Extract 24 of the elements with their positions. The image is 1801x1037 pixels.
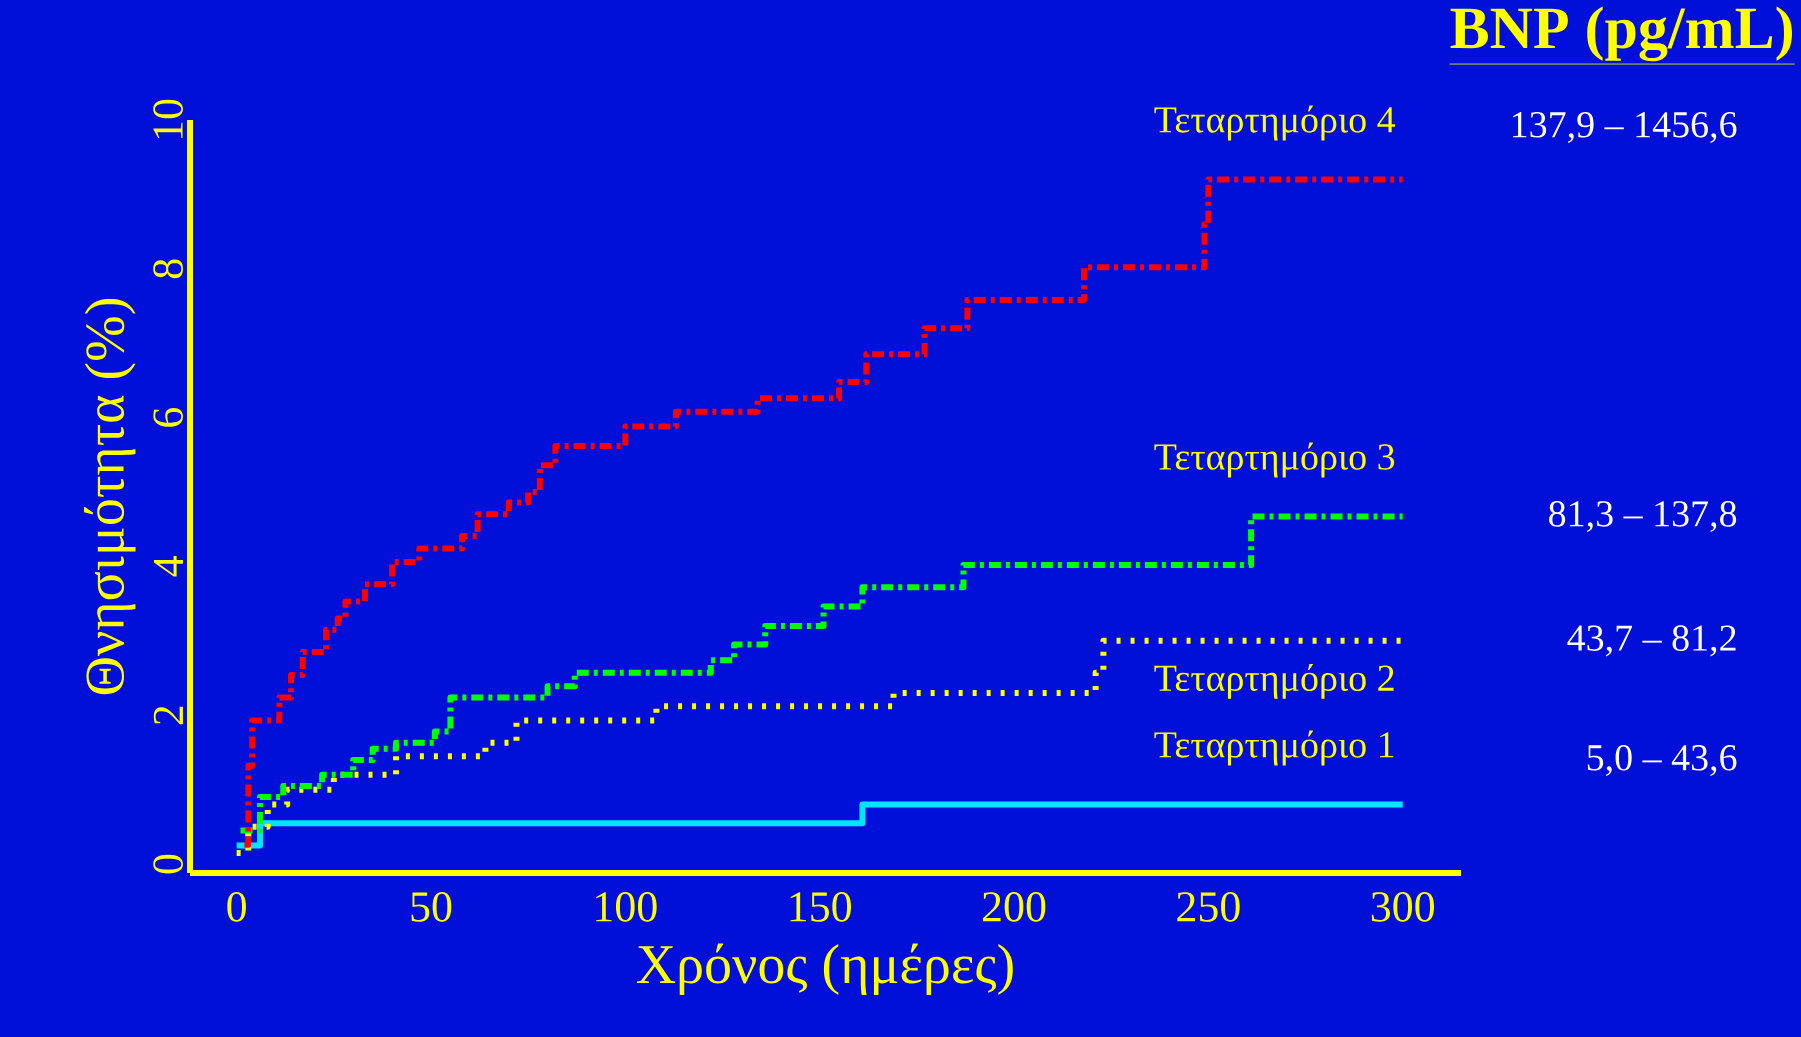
text: 5,0 – 43,6 <box>1587 744 1737 777</box>
x-tick-label: 0 <box>227 892 246 922</box>
text: 137,9 – 1456,6 <box>1512 112 1737 143</box>
y-axis-title: Θνησιμότητα (%) <box>84 299 136 695</box>
y-tick-label: 4 <box>153 556 183 577</box>
x-tick-label: 50 <box>411 892 452 922</box>
y-tick-label: 0 <box>153 854 183 874</box>
y-tick-label: 6 <box>153 407 183 427</box>
text: 43,7 – 81,2 <box>1567 625 1736 657</box>
y-tick-label: 8 <box>153 259 183 279</box>
text: 81,3 – 137,8 <box>1549 501 1737 533</box>
y-tick-label: 2 <box>153 706 183 725</box>
series-label: Τεταρτημόριο 3 <box>1154 442 1395 478</box>
x-tick-label: 200 <box>982 892 1046 922</box>
x-tick-label: 150 <box>790 892 851 922</box>
x-tick-label: 250 <box>1177 892 1240 922</box>
y-tick-label: 10 <box>153 99 183 139</box>
x-axis-title: Χρόνος (ημέρες) <box>636 943 1013 995</box>
x-tick-label: 100 <box>596 892 657 922</box>
text: BNP (pg/mL) <box>1450 6 1792 62</box>
series-label: Τεταρτημόριο 4 <box>1154 105 1396 141</box>
x-tick-label: 300 <box>1371 892 1435 922</box>
series-label: Τεταρτημόριο 1 <box>1154 730 1394 766</box>
series-label: Τεταρτημόριο 2 <box>1154 663 1394 699</box>
